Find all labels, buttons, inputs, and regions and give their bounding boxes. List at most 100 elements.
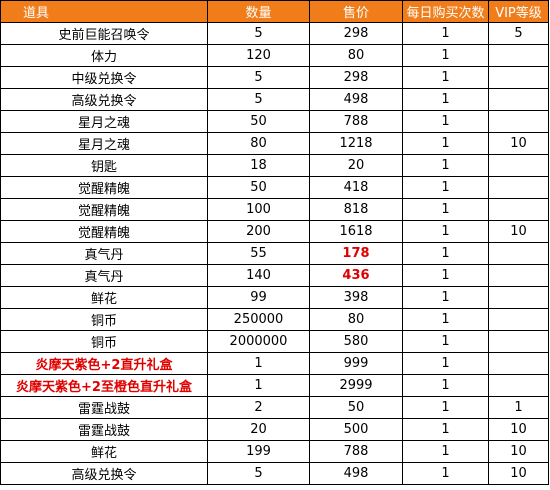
cell-vip-level xyxy=(488,286,549,309)
table-row: 鲜花 199 788 1 10 xyxy=(0,440,549,463)
table-row: 真气丹 140 436 1 xyxy=(0,264,549,287)
cell-daily-limit: 1 xyxy=(402,286,489,309)
cell-daily-limit: 1 xyxy=(402,242,489,265)
cell-item: 真气丹 xyxy=(0,264,208,287)
cell-price: 498 xyxy=(309,88,403,111)
cell-quantity: 140 xyxy=(207,264,310,287)
cell-vip-level: 10 xyxy=(488,132,549,155)
cell-quantity: 5 xyxy=(207,462,310,485)
table-row: 真气丹 55 178 1 xyxy=(0,242,549,265)
cell-price: 298 xyxy=(309,66,403,89)
cell-quantity: 1 xyxy=(207,352,310,375)
table-row: 雷霆战鼓 2 50 1 1 xyxy=(0,396,549,419)
cell-price: 178 xyxy=(309,242,403,265)
table-row: 体力 120 80 1 xyxy=(0,44,549,67)
cell-quantity: 1 xyxy=(207,374,310,397)
table-row: 高级兑换令 5 498 1 xyxy=(0,88,549,111)
cell-daily-limit: 1 xyxy=(402,22,489,45)
cell-item: 觉醒精魄 xyxy=(0,176,208,199)
cell-item: 真气丹 xyxy=(0,242,208,265)
header-price: 售价 xyxy=(309,0,403,23)
cell-daily-limit: 1 xyxy=(402,264,489,287)
cell-daily-limit: 1 xyxy=(402,352,489,375)
table-row: 中级兑换令 5 298 1 xyxy=(0,66,549,89)
table-row: 铜币 250000 80 1 xyxy=(0,308,549,331)
cell-price: 398 xyxy=(309,286,403,309)
cell-quantity: 100 xyxy=(207,198,310,221)
cell-item: 雷霆战鼓 xyxy=(0,396,208,419)
cell-vip-level xyxy=(488,176,549,199)
cell-daily-limit: 1 xyxy=(402,176,489,199)
cell-quantity: 18 xyxy=(207,154,310,177)
cell-item: 炎摩天紫色+2直升礼盒 xyxy=(0,352,208,375)
cell-daily-limit: 1 xyxy=(402,132,489,155)
cell-quantity: 50 xyxy=(207,176,310,199)
cell-vip-level xyxy=(488,308,549,331)
cell-quantity: 50 xyxy=(207,110,310,133)
cell-daily-limit: 1 xyxy=(402,462,489,485)
cell-item: 高级兑换令 xyxy=(0,88,208,111)
cell-quantity: 80 xyxy=(207,132,310,155)
cell-daily-limit: 1 xyxy=(402,154,489,177)
cell-quantity: 5 xyxy=(207,22,310,45)
cell-vip-level: 1 xyxy=(488,396,549,419)
table-row: 星月之魂 80 1218 1 10 xyxy=(0,132,549,155)
table-body: 史前巨能召唤令 5 298 1 5 体力 120 80 1 中级兑换令 5 298 1 高级兑换令 5 498… xyxy=(0,22,549,485)
table-row: 星月之魂 50 788 1 xyxy=(0,110,549,133)
cell-item: 钥匙 xyxy=(0,154,208,177)
cell-item: 体力 xyxy=(0,44,208,67)
cell-vip-level: 10 xyxy=(488,440,549,463)
cell-price: 500 xyxy=(309,418,403,441)
cell-price: 418 xyxy=(309,176,403,199)
cell-price: 498 xyxy=(309,462,403,485)
header-quantity: 数量 xyxy=(207,0,310,23)
cell-vip-level xyxy=(488,66,549,89)
cell-daily-limit: 1 xyxy=(402,88,489,111)
cell-vip-level xyxy=(488,198,549,221)
cell-vip-level xyxy=(488,374,549,397)
cell-daily-limit: 1 xyxy=(402,220,489,243)
cell-daily-limit: 1 xyxy=(402,44,489,67)
cell-item: 星月之魂 xyxy=(0,132,208,155)
cell-price: 2999 xyxy=(309,374,403,397)
cell-item: 觉醒精魄 xyxy=(0,198,208,221)
cell-vip-level xyxy=(488,88,549,111)
table-row: 觉醒精魄 50 418 1 xyxy=(0,176,549,199)
cell-item: 星月之魂 xyxy=(0,110,208,133)
cell-daily-limit: 1 xyxy=(402,198,489,221)
cell-quantity: 2000000 xyxy=(207,330,310,353)
cell-price: 1618 xyxy=(309,220,403,243)
cell-item: 铜币 xyxy=(0,330,208,353)
cell-item: 觉醒精魄 xyxy=(0,220,208,243)
table-row: 炎摩天紫色+2直升礼盒 1 999 1 xyxy=(0,352,549,375)
table-row: 钥匙 18 20 1 xyxy=(0,154,549,177)
table-row: 觉醒精魄 100 818 1 xyxy=(0,198,549,221)
cell-price: 818 xyxy=(309,198,403,221)
table-header-row: 道具 数量 售价 每日购买次数 VIP等级 xyxy=(0,0,549,23)
cell-quantity: 200 xyxy=(207,220,310,243)
table-row: 史前巨能召唤令 5 298 1 5 xyxy=(0,22,549,45)
cell-item: 史前巨能召唤令 xyxy=(0,22,208,45)
cell-quantity: 55 xyxy=(207,242,310,265)
cell-daily-limit: 1 xyxy=(402,396,489,419)
cell-price: 788 xyxy=(309,110,403,133)
cell-daily-limit: 1 xyxy=(402,330,489,353)
cell-price: 50 xyxy=(309,396,403,419)
cell-price: 788 xyxy=(309,440,403,463)
cell-price: 1218 xyxy=(309,132,403,155)
cell-quantity: 5 xyxy=(207,66,310,89)
cell-quantity: 250000 xyxy=(207,308,310,331)
cell-price: 80 xyxy=(309,44,403,67)
cell-price: 80 xyxy=(309,308,403,331)
cell-vip-level xyxy=(488,242,549,265)
cell-item: 炎摩天紫色+2至橙色直升礼盒 xyxy=(0,374,208,397)
cell-vip-level: 10 xyxy=(488,220,549,243)
cell-vip-level xyxy=(488,330,549,353)
cell-vip-level xyxy=(488,264,549,287)
cell-item: 铜币 xyxy=(0,308,208,331)
cell-price: 20 xyxy=(309,154,403,177)
table-row: 铜币 2000000 580 1 xyxy=(0,330,549,353)
cell-price: 436 xyxy=(309,264,403,287)
header-daily-limit: 每日购买次数 xyxy=(402,0,489,23)
cell-quantity: 120 xyxy=(207,44,310,67)
